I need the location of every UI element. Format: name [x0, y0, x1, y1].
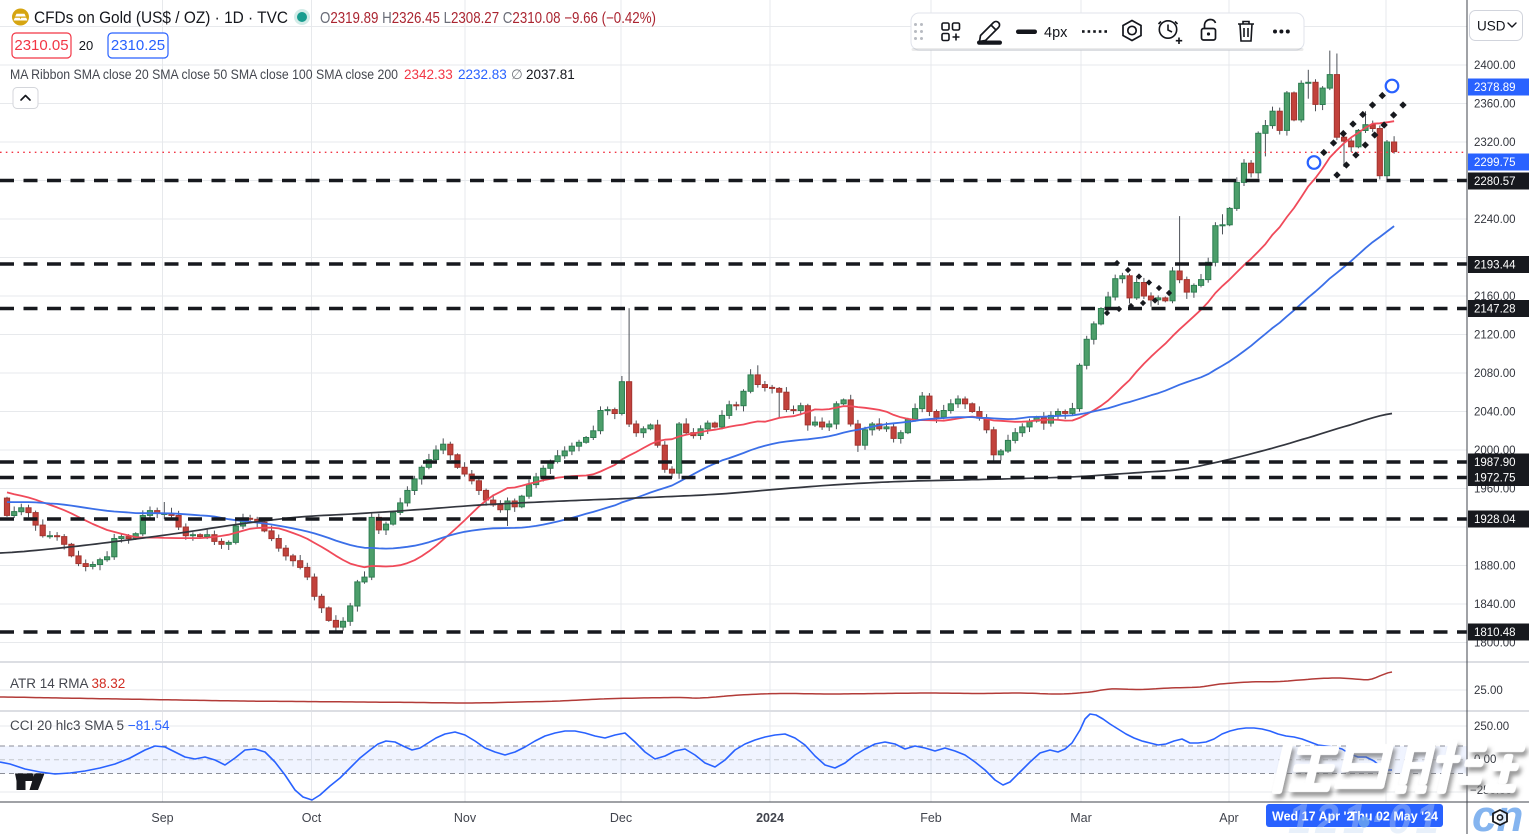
svg-text:2400.00: 2400.00	[1474, 60, 1516, 72]
svg-text:2240.00: 2240.00	[1474, 214, 1516, 226]
svg-text:2147.28: 2147.28	[1474, 304, 1516, 316]
svg-text:1840.00: 1840.00	[1474, 599, 1516, 611]
svg-text:2378.89: 2378.89	[1474, 82, 1516, 94]
svg-text:2040.00: 2040.00	[1474, 407, 1516, 419]
svg-text:ATR 14 RMA 38.32: ATR 14 RMA 38.32	[10, 676, 125, 691]
svg-text:1987.90: 1987.90	[1474, 457, 1516, 469]
svg-text:1960.00: 1960.00	[1474, 484, 1516, 496]
svg-text:∅: ∅	[511, 67, 523, 82]
svg-text:1928.04: 1928.04	[1474, 514, 1516, 526]
svg-text:2193.44: 2193.44	[1474, 260, 1516, 272]
svg-text:CFDs on Gold (US$ / OZ) · 1D ·: CFDs on Gold (US$ / OZ) · 1D · TVC	[34, 8, 288, 27]
svg-text:2280.57: 2280.57	[1474, 176, 1516, 188]
svg-text:1972.75: 1972.75	[1474, 473, 1516, 485]
svg-text:Sep: Sep	[151, 811, 173, 825]
svg-text:Nov: Nov	[454, 811, 477, 825]
svg-text:Oct: Oct	[302, 811, 322, 825]
svg-text:2232.83: 2232.83	[458, 67, 507, 82]
svg-text:20: 20	[79, 38, 93, 53]
svg-text:2310.25: 2310.25	[111, 37, 165, 54]
svg-text:CCI 20 hlc3 SMA 5 −81.54: CCI 20 hlc3 SMA 5 −81.54	[10, 718, 170, 733]
svg-text:25.00: 25.00	[1474, 685, 1503, 697]
svg-text:2320.00: 2320.00	[1474, 137, 1516, 149]
svg-text:121·01: 121·01	[1288, 795, 1443, 834]
svg-text:O2319.89 H2326.45 L2308.27 C23: O2319.89 H2326.45 L2308.27 C2310.08 −9.6…	[320, 10, 656, 27]
svg-text:1880.00: 1880.00	[1474, 561, 1516, 573]
svg-text:250.00: 250.00	[1474, 721, 1509, 733]
svg-text:4px: 4px	[1044, 25, 1068, 41]
svg-text:2342.33: 2342.33	[404, 67, 453, 82]
svg-text:1810.48: 1810.48	[1474, 627, 1516, 639]
svg-text:2024: 2024	[756, 811, 784, 825]
svg-text:MA Ribbon SMA close 20 SMA clo: MA Ribbon SMA close 20 SMA close 50 SMA …	[10, 67, 398, 82]
svg-text:2360.00: 2360.00	[1474, 99, 1516, 111]
svg-text:Apr: Apr	[1219, 811, 1238, 825]
svg-text:2037.81: 2037.81	[526, 67, 575, 82]
svg-text:Feb: Feb	[920, 811, 942, 825]
svg-text:Dec: Dec	[610, 811, 632, 825]
svg-text:USD: USD	[1477, 19, 1506, 34]
svg-text:Thu 02 May '24: Thu 02 May '24	[1350, 810, 1438, 824]
svg-text:2120.00: 2120.00	[1474, 330, 1516, 342]
svg-text:Mar: Mar	[1070, 811, 1092, 825]
svg-text:2299.75: 2299.75	[1474, 157, 1516, 169]
svg-text:2080.00: 2080.00	[1474, 368, 1516, 380]
svg-text:Wed 17 Apr '2: Wed 17 Apr '2	[1272, 810, 1354, 824]
svg-text:2310.05: 2310.05	[14, 37, 68, 54]
